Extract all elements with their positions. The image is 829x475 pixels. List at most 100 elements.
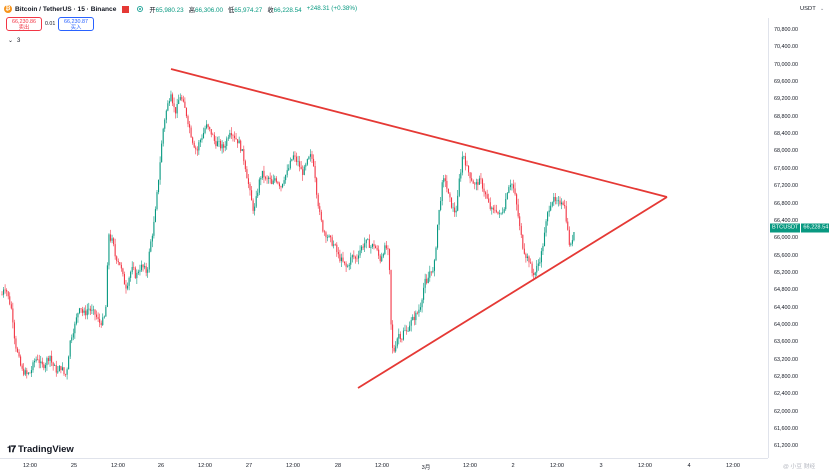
time-tick: 12:00	[23, 463, 37, 469]
candle-body	[350, 257, 352, 265]
candle-body	[179, 97, 181, 101]
candle-body	[418, 309, 420, 314]
candle-body	[238, 140, 240, 144]
candle-body	[317, 194, 319, 207]
candle-body	[148, 251, 150, 270]
candle-body	[215, 140, 217, 147]
candle-body	[241, 149, 243, 152]
candle-body	[488, 198, 490, 203]
change-value: +248.31 (+0.38%)	[306, 4, 358, 12]
price-tick: 66,400.00	[774, 217, 798, 224]
candle-body	[227, 137, 229, 139]
indicators-toggle[interactable]: ⌄ 3	[8, 37, 21, 45]
candle-body	[34, 360, 36, 363]
candle-body	[540, 251, 542, 263]
candle-body	[80, 308, 82, 310]
candle-body	[472, 180, 474, 184]
candle-body	[49, 355, 51, 361]
sell-button[interactable]: 66,230.86 卖出	[6, 17, 42, 31]
candle-body	[561, 202, 563, 205]
currency-selector[interactable]: USDT	[800, 6, 816, 12]
candle-body	[499, 213, 501, 215]
candle-body	[506, 192, 508, 200]
candle-body	[378, 249, 380, 256]
price-tick: 63,600.00	[774, 339, 798, 346]
candle-body	[402, 330, 404, 340]
candle-body	[446, 180, 448, 189]
candle-body	[158, 179, 160, 193]
low-value: 65,974.27	[234, 6, 263, 14]
candle-body	[314, 165, 316, 179]
candle-body	[441, 182, 443, 202]
candle-body	[1, 294, 3, 296]
time-tick: 12:00	[638, 463, 652, 469]
candle-body	[398, 333, 400, 339]
time-tick: 26	[157, 463, 165, 469]
open-value: 65,980.23	[155, 6, 184, 14]
candle-body	[275, 178, 277, 182]
candle-body	[272, 180, 274, 184]
candle-body	[404, 330, 406, 332]
candle-body	[171, 94, 174, 104]
price-axis[interactable]: BTCUSDT 66,228.54 70,800.00 70,400.00 70,0…	[768, 18, 829, 458]
candle-body	[108, 234, 110, 266]
candle-body	[170, 94, 172, 102]
candle-body	[519, 216, 521, 226]
candle-body	[254, 206, 256, 211]
candle-body	[288, 168, 290, 171]
candle-body	[26, 370, 28, 374]
candle-body	[23, 368, 25, 375]
candle-body	[83, 310, 85, 313]
candle-body	[323, 231, 325, 233]
candle-body	[511, 184, 513, 186]
high-value: 66,306.00	[194, 6, 223, 14]
candle-body	[342, 257, 344, 262]
symbol-title[interactable]: Bitcoin / TetherUS · 15 · Binance	[15, 5, 117, 13]
candle-body	[54, 365, 56, 366]
candle-body	[485, 192, 487, 195]
candle-body	[280, 186, 282, 188]
candle-body	[40, 361, 42, 363]
buy-button[interactable]: 66,230.87 买入	[58, 17, 94, 31]
time-tick: 4	[687, 463, 691, 469]
candle-body	[187, 116, 189, 125]
candle-body	[514, 188, 516, 195]
candle-body	[190, 127, 192, 138]
price-tick: 61,600.00	[774, 426, 798, 433]
candle-body	[182, 99, 184, 102]
candle-body	[251, 190, 253, 201]
indicator-count: 3	[17, 37, 21, 44]
price-tick: 70,800.00	[774, 27, 798, 33]
candle-body	[65, 374, 67, 375]
candle-body	[435, 247, 437, 261]
candle-body	[562, 202, 564, 206]
candle-body	[457, 195, 459, 211]
candle-body	[461, 156, 463, 173]
candle-body	[526, 256, 528, 258]
candle-body	[390, 270, 392, 325]
candle-body	[537, 263, 539, 266]
candle-body	[348, 264, 350, 267]
candle-body	[246, 169, 248, 179]
candle-body	[113, 238, 115, 245]
candle-body	[471, 178, 473, 181]
time-tick: 12:00	[198, 463, 212, 469]
candle-body	[202, 132, 205, 139]
candle-body	[92, 309, 94, 311]
candle-body	[258, 179, 260, 193]
candle-body	[548, 210, 550, 213]
price-tick: 62,800.00	[774, 374, 798, 380]
candle-body	[565, 206, 567, 222]
tradingview-logo[interactable]: 𝟏𝟕 TradingView	[7, 444, 74, 455]
time-tick: 28	[334, 463, 342, 469]
candle-body	[165, 110, 167, 120]
candle-body	[522, 234, 524, 249]
time-tick: 3月	[421, 465, 431, 471]
price-chart[interactable]	[0, 18, 768, 458]
chevron-down-icon[interactable]: ⌄	[820, 6, 825, 12]
candle-body	[91, 309, 93, 311]
candle-body	[308, 156, 310, 160]
time-tick: 12:00	[375, 463, 389, 469]
time-axis[interactable]: 12:00 25 12:00 26 12:00 27 12:00 28 12:00 3月 12:00…	[0, 458, 768, 475]
candle-body	[35, 359, 37, 361]
